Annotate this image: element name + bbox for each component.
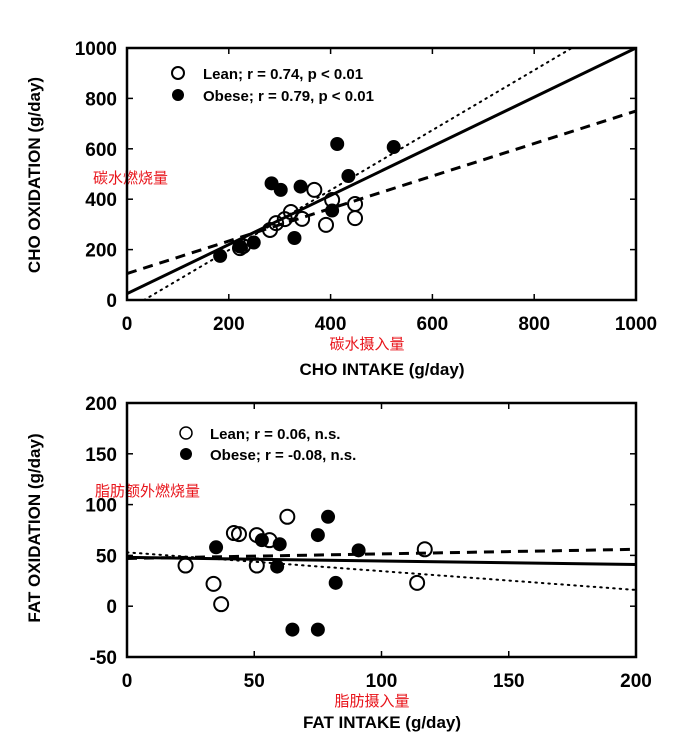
fat-point-obese (254, 533, 269, 548)
cho-fit-line-lean (142, 48, 574, 300)
cho-x-tick-label: 0 (122, 314, 133, 335)
fat-y-tick-label: 200 (85, 394, 117, 415)
fat-plot-frame (125, 401, 638, 659)
fat-y-tick-label: -50 (90, 648, 117, 669)
fat-scatter-chart: FAT OXIDATION (g/day) 脂肪额外燃烧量 FAT INTAKE… (25, 394, 652, 732)
fat-point-obese (321, 509, 336, 524)
cho-point-lean (306, 181, 323, 198)
cho-point-obese (232, 239, 247, 254)
fat-point-lean (205, 575, 222, 592)
legend-label-obese: Obese; r = -0.08, n.s. (210, 447, 356, 464)
fat-point-obese (209, 540, 224, 555)
cho-x-tick-label: 600 (417, 314, 449, 335)
legend-marker-obese (172, 89, 184, 101)
fat-x-tick-label: 50 (244, 671, 265, 692)
cho-scatter-chart: CHO OXIDATION (g/day) 碳水燃烧量 CHO INTAKE (… (25, 39, 657, 379)
cho-point-obese (386, 140, 401, 155)
cho-y-tick-label: 400 (85, 190, 117, 211)
fat-point-obese (328, 575, 343, 590)
cho-x-tick-label: 800 (518, 314, 550, 335)
fat-point-obese (270, 559, 285, 574)
cho-plot-frame (125, 46, 638, 302)
cho-fit-line-obese (127, 109, 636, 275)
fat-y-axis-title: FAT OXIDATION (g/day) (25, 433, 44, 622)
fat-point-lean (213, 596, 230, 613)
fat-legend: Lean; r = 0.06, n.s. Obese; r = -0.08, n… (179, 426, 356, 464)
cho-point-lean (318, 216, 335, 233)
cho-point-lean (347, 195, 364, 212)
cho-point-obese (287, 231, 302, 246)
legend-label-lean: Lean; r = 0.06, n.s. (210, 426, 340, 443)
legend-marker-lean (171, 66, 185, 80)
fat-point-lean (248, 557, 265, 574)
legend-label-obese: Obese; r = 0.79, p < 0.01 (203, 88, 374, 105)
fat-fit-line-combined (127, 555, 636, 567)
fat-point-lean (230, 526, 247, 543)
cho-x-tick-label: 200 (213, 314, 245, 335)
fat-point-obese (310, 528, 325, 543)
fat-y-tick-label: 50 (96, 546, 117, 567)
fat-x-tick-label: 0 (122, 671, 133, 692)
fat-x-axis-title: FAT INTAKE (g/day) (303, 713, 461, 732)
legend-marker-obese (180, 448, 192, 460)
cho-point-obese (273, 182, 288, 197)
fat-point-lean (279, 508, 296, 525)
cho-y-tick-label: 1000 (75, 39, 117, 60)
cho-y-axis-title: CHO OXIDATION (g/day) (25, 77, 44, 273)
fat-y-axis-annotation: 脂肪额外燃烧量 (95, 482, 200, 500)
fat-x-tick-label: 200 (620, 671, 652, 692)
fat-x-tick-label: 100 (366, 671, 398, 692)
cho-y-tick-label: 600 (85, 140, 117, 161)
fat-point-obese (272, 537, 287, 552)
fat-y-tick-label: 150 (85, 445, 117, 466)
cho-y-axis-annotation: 碳水燃烧量 (93, 169, 168, 187)
cho-fit-line-combined (127, 48, 636, 296)
cho-x-axis-title: CHO INTAKE (g/day) (300, 360, 465, 379)
cho-point-lean (268, 215, 285, 232)
cho-x-tick-label: 1000 (615, 314, 657, 335)
cho-point-obese (293, 179, 308, 194)
cho-point-obese (213, 248, 228, 263)
cho-point-obese (330, 137, 345, 152)
cho-point-obese (325, 203, 340, 218)
fat-point-lean (416, 541, 433, 558)
cho-x-tick-label: 400 (315, 314, 347, 335)
fat-point-obese (285, 622, 300, 637)
cho-point-obese (341, 169, 356, 184)
cho-y-tick-label: 200 (85, 241, 117, 262)
fat-x-axis-annotation: 脂肪摄入量 (334, 692, 409, 710)
cho-point-obese (246, 235, 261, 250)
cho-x-axis-annotation: 碳水摄入量 (329, 335, 404, 353)
fat-point-lean (409, 574, 426, 591)
cho-point-lean (347, 210, 364, 227)
cho-legend: Lean; r = 0.74, p < 0.01 Obese; r = 0.79… (171, 66, 374, 105)
fat-point-obese (351, 543, 366, 558)
fat-point-obese (310, 622, 325, 637)
fat-point-lean (177, 557, 194, 574)
legend-label-lean: Lean; r = 0.74, p < 0.01 (203, 66, 363, 83)
cho-y-tick-label: 800 (85, 89, 117, 110)
fat-x-tick-label: 150 (493, 671, 525, 692)
fat-y-tick-label: 100 (85, 496, 117, 517)
fat-y-tick-label: 0 (106, 597, 117, 618)
cho-y-tick-label: 0 (106, 291, 117, 312)
cho-point-lean (294, 210, 311, 227)
legend-marker-lean (179, 426, 193, 440)
